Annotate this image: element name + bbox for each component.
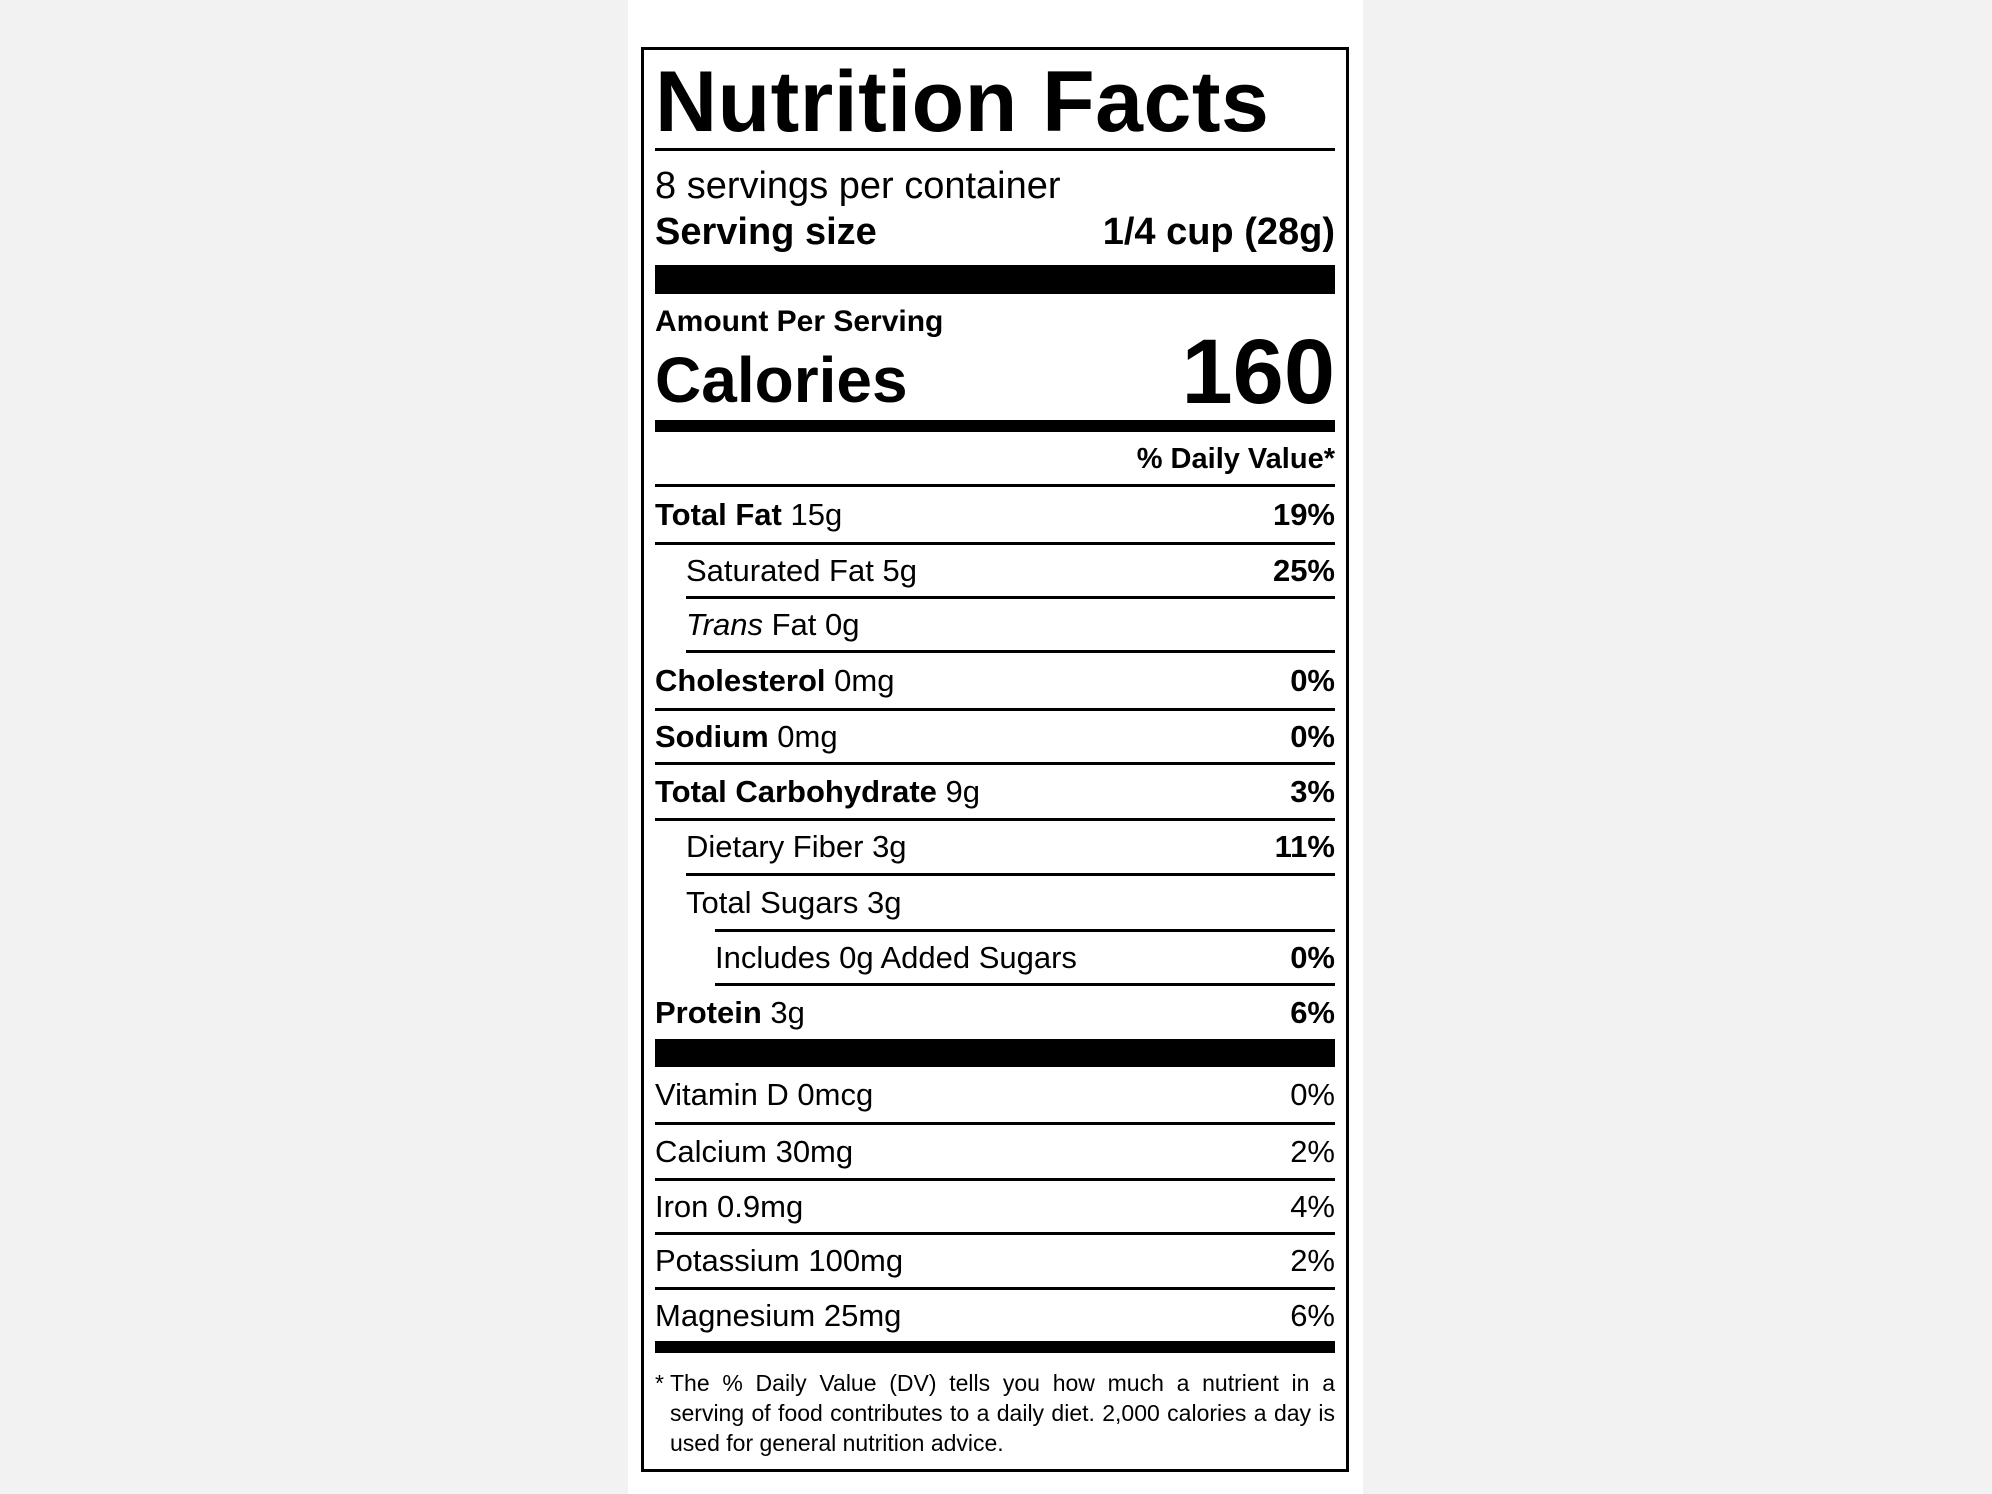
nutrient-name: Sodium: [655, 718, 769, 754]
nutrient-row-trans-fat: Trans Fat 0g: [686, 599, 1335, 653]
nutrient-name: Includes 0g Added Sugars: [715, 939, 1077, 975]
nutrient-name: Total Fat: [655, 496, 782, 532]
divider: [655, 484, 1335, 487]
nutrient-row-total-fat: Total Fat 15g 19%: [655, 487, 1335, 545]
nutrient-dv: 0%: [1290, 662, 1335, 698]
vitamin-name: Potassium 100mg: [655, 1243, 904, 1278]
calories-value: 160: [1181, 321, 1336, 423]
calories-row: Calories 160: [655, 324, 1335, 420]
nutrient-row-total-sugars: Total Sugars 3g: [686, 876, 1335, 930]
nutrient-dv: 0%: [1290, 718, 1335, 754]
thick-divider: [655, 265, 1335, 294]
nutrient-row-saturated-fat: Saturated Fat 5g 25%: [686, 545, 1335, 599]
medium-divider: [655, 1341, 1335, 1353]
vitamin-dv: 2%: [1290, 1133, 1335, 1169]
nutrient-row-sodium: Sodium 0mg 0%: [655, 711, 1335, 765]
serving-size-label: Serving size: [655, 211, 877, 253]
footnote-text: The % Daily Value (DV) tells you how muc…: [670, 1370, 1335, 1456]
medium-divider: [655, 420, 1335, 432]
nutrient-name: Protein: [655, 994, 762, 1030]
nutrient-row-cholesterol: Cholesterol 0mg 0%: [655, 653, 1335, 711]
nutrient-name: Total Carbohydrate: [655, 773, 937, 809]
nutrient-name: Dietary Fiber: [686, 829, 864, 864]
vitamin-name: Magnesium 25mg: [655, 1297, 902, 1333]
nutrient-dv: 3%: [1290, 773, 1335, 809]
amount-per-serving: Amount Per Serving: [655, 305, 944, 338]
nutrient-amount: 3g: [872, 829, 907, 864]
nutrient-amount: 3g: [770, 994, 805, 1030]
nutrient-name: Total Sugars: [686, 885, 859, 920]
vitamin-dv: 0%: [1290, 1076, 1335, 1112]
serving-size-value: 1/4 cup (28g): [1102, 211, 1335, 253]
vitamin-row-calcium: Calcium 30mg 2%: [655, 1125, 1335, 1181]
nutrient-amount: 9g: [945, 773, 981, 809]
vitamin-row-potassium: Potassium 100mg 2%: [655, 1235, 1335, 1290]
nutrient-dv: 25%: [1272, 552, 1335, 588]
nutrient-name-suffix: Fat: [771, 606, 817, 642]
nutrient-dv: 6%: [1290, 994, 1335, 1030]
nutrient-row-dietary-fiber: Dietary Fiber 3g 11%: [686, 821, 1335, 876]
thick-divider: [655, 1039, 1335, 1067]
nutrient-row-total-carbohydrate: Total Carbohydrate 9g 3%: [655, 765, 1335, 821]
nutrient-name: Trans: [686, 606, 763, 642]
servings-per-container: 8 servings per container: [655, 165, 1061, 207]
nutrition-label-border: [641, 47, 1349, 1472]
nutrient-dv: 11%: [1274, 829, 1335, 864]
footnote-marker: *: [655, 1370, 664, 1396]
vitamin-name: Calcium 30mg: [655, 1133, 854, 1169]
vitamin-row-vitamin-d: Vitamin D 0mcg 0%: [655, 1067, 1335, 1125]
nutrient-row-added-sugars: Includes 0g Added Sugars 0%: [715, 932, 1335, 986]
vitamin-dv: 4%: [1290, 1188, 1335, 1224]
nutrient-amount: 0mg: [777, 718, 838, 754]
page-panel: [628, 0, 1363, 1494]
divider: [715, 929, 1335, 932]
nutrient-amount: 0g: [825, 606, 860, 642]
vitamin-dv: 6%: [1290, 1297, 1335, 1333]
nutrient-dv: 0%: [1290, 939, 1335, 975]
nutrient-name: Saturated Fat: [686, 552, 874, 588]
divider: [655, 148, 1335, 151]
nutrient-row-protein: Protein 3g 6%: [655, 986, 1335, 1039]
nutrient-name: Cholesterol: [655, 662, 826, 698]
nutrient-amount: 3g: [866, 885, 902, 920]
serving-size: Serving size 1/4 cup (28g): [655, 210, 1335, 254]
nutrient-amount: 15g: [790, 496, 843, 532]
vitamin-name: Iron 0.9mg: [655, 1188, 804, 1224]
calories-label: Calories: [655, 344, 908, 416]
nutrient-amount: 5g: [882, 552, 917, 588]
footnote: * The % Daily Value (DV) tells you how m…: [655, 1368, 1335, 1458]
label-title: Nutrition Facts: [655, 54, 1270, 150]
vitamin-row-iron: Iron 0.9mg 4%: [655, 1181, 1335, 1235]
daily-value-header: % Daily Value*: [1136, 443, 1335, 475]
vitamin-dv: 2%: [1290, 1243, 1335, 1278]
vitamin-row-magnesium: Magnesium 25mg 6%: [655, 1290, 1335, 1341]
vitamin-name: Vitamin D 0mcg: [655, 1076, 874, 1112]
nutrient-dv: 19%: [1272, 496, 1335, 532]
nutrient-amount: 0mg: [834, 662, 895, 698]
